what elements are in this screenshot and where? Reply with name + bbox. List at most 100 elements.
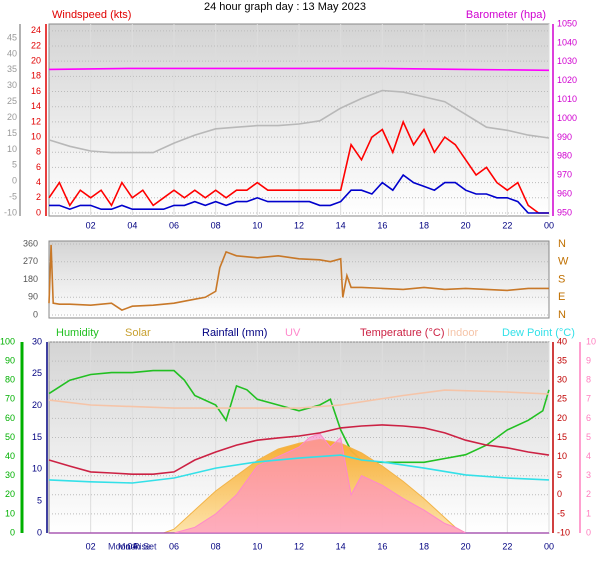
y4-tick-label: 7: [586, 394, 591, 404]
y-tick-label: 6: [36, 162, 41, 172]
y-tick-label: 4: [36, 177, 41, 187]
y4-tick-label: 5: [586, 432, 591, 442]
y3-tick-label: 40: [7, 48, 17, 58]
y-tick-label: 22: [31, 40, 41, 50]
y2-tick-label: -10: [557, 527, 570, 537]
y-tick-label: 10: [5, 508, 15, 518]
y-tick-label: 10: [31, 131, 41, 141]
y3-tick-label: 10: [32, 464, 42, 474]
annotation: Moon Set: [118, 541, 157, 551]
y-tick-label: 20: [31, 56, 41, 66]
y4-tick-label: 4: [586, 451, 591, 461]
line: [48, 369, 550, 464]
x-tick-label: 08: [211, 220, 221, 230]
y3-tick-label: 30: [32, 336, 42, 346]
y-tick-label: 50: [5, 432, 15, 442]
x-tick-label: 06: [169, 541, 179, 551]
x-tick-label: 12: [294, 541, 304, 551]
x-tick-label: 20: [461, 220, 471, 230]
x-tick-label: 10: [252, 541, 262, 551]
y2-tick-label: 970: [557, 170, 572, 180]
y3-tick-label: -5: [9, 192, 17, 202]
y4-tick-label: 1: [586, 508, 591, 518]
y-tick-label: 90: [28, 292, 38, 302]
y3-tick-label: 15: [7, 128, 17, 138]
y2-tick-label: 980: [557, 151, 572, 161]
y-tick-label: 12: [31, 116, 41, 126]
y2-tick-label: 1050: [557, 18, 577, 28]
y3-tick-label: 45: [7, 32, 17, 42]
y2-tick-label: 1040: [557, 37, 577, 47]
y4-tick-label: 2: [586, 489, 591, 499]
x-tick-label: 22: [502, 541, 512, 551]
y-tick-label: 20: [5, 489, 15, 499]
line: [48, 244, 549, 311]
y-tick-label: 16: [31, 86, 41, 96]
x-tick-label: 16: [377, 541, 387, 551]
y2-tick-label: 20: [557, 413, 567, 423]
y-tick-label: 14: [31, 101, 41, 111]
y2-tick-label: 990: [557, 132, 572, 142]
y2-tick-label: 10: [557, 451, 567, 461]
chart-title: 24 hour graph day : 13 May 2023: [204, 1, 366, 13]
y3-tick-label: 30: [7, 80, 17, 90]
y-tick-label: 40: [5, 451, 15, 461]
x-tick-label: 20: [461, 541, 471, 551]
x-tick-label: 18: [419, 541, 429, 551]
y2-tick-label: 40: [557, 336, 567, 346]
legend-entry: Humidity: [56, 327, 99, 339]
legend-entry: Rainfall (mm): [202, 327, 267, 339]
line: [49, 173, 549, 214]
y-tick-label: 90: [5, 355, 15, 365]
y3-tick-label: 25: [7, 96, 17, 106]
y2-tick-label: 1000: [557, 113, 577, 123]
y2-tick-label: 0: [557, 489, 562, 499]
line: [48, 89, 550, 154]
y2-tick-label: 1020: [557, 75, 577, 85]
y3-tick-label: 10: [7, 144, 17, 154]
y2-tick-label: 950: [557, 207, 572, 217]
x-tick-label: 10: [252, 220, 262, 230]
y3-tick-label: 25: [32, 368, 42, 378]
legend-entry: Indoor: [447, 327, 479, 339]
y3-tick-label: 35: [7, 64, 17, 74]
y2-tick-label: E: [558, 291, 565, 303]
y2-tick-label: N: [558, 309, 566, 321]
y2-tick-label: 1030: [557, 56, 577, 66]
area: [49, 433, 549, 534]
y3-tick-label: 5: [12, 160, 17, 170]
y-tick-label: 270: [23, 256, 38, 266]
y-tick-label: 0: [33, 309, 38, 319]
y2-tick-label: S: [558, 273, 565, 285]
y-tick-label: 60: [5, 413, 15, 423]
x-tick-label: 06: [169, 220, 179, 230]
y2-tick-label: W: [558, 256, 569, 268]
y-axis-label: Windspeed (kts): [52, 9, 131, 21]
x-tick-label: 18: [419, 220, 429, 230]
y-tick-label: 0: [36, 207, 41, 217]
y4-tick-label: 3: [586, 470, 591, 480]
y2-tick-label: 960: [557, 188, 572, 198]
x-tick-label: 14: [336, 220, 346, 230]
legend-entry: Solar: [125, 327, 151, 339]
y3-tick-label: 0: [37, 527, 42, 537]
legend-entry: Dew Point (°C): [502, 327, 575, 339]
line: [48, 119, 549, 214]
x-tick-label: 02: [86, 541, 96, 551]
y-tick-label: 70: [5, 394, 15, 404]
y4-tick-label: 0: [586, 527, 591, 537]
line: [48, 424, 550, 475]
y2-tick-label: 5: [557, 470, 562, 480]
y-tick-label: 30: [5, 470, 15, 480]
y3-tick-label: -10: [4, 208, 17, 218]
y4-tick-label: 6: [586, 413, 591, 423]
y-tick-label: 0: [10, 527, 15, 537]
x-tick-label: 02: [86, 220, 96, 230]
y3-tick-label: 20: [32, 400, 42, 410]
y3-tick-label: 15: [32, 432, 42, 442]
y4-tick-label: 8: [586, 375, 591, 385]
y2-tick-label: 1010: [557, 94, 577, 104]
y3-tick-label: 0: [12, 176, 17, 186]
y3-tick-label: 5: [37, 496, 42, 506]
